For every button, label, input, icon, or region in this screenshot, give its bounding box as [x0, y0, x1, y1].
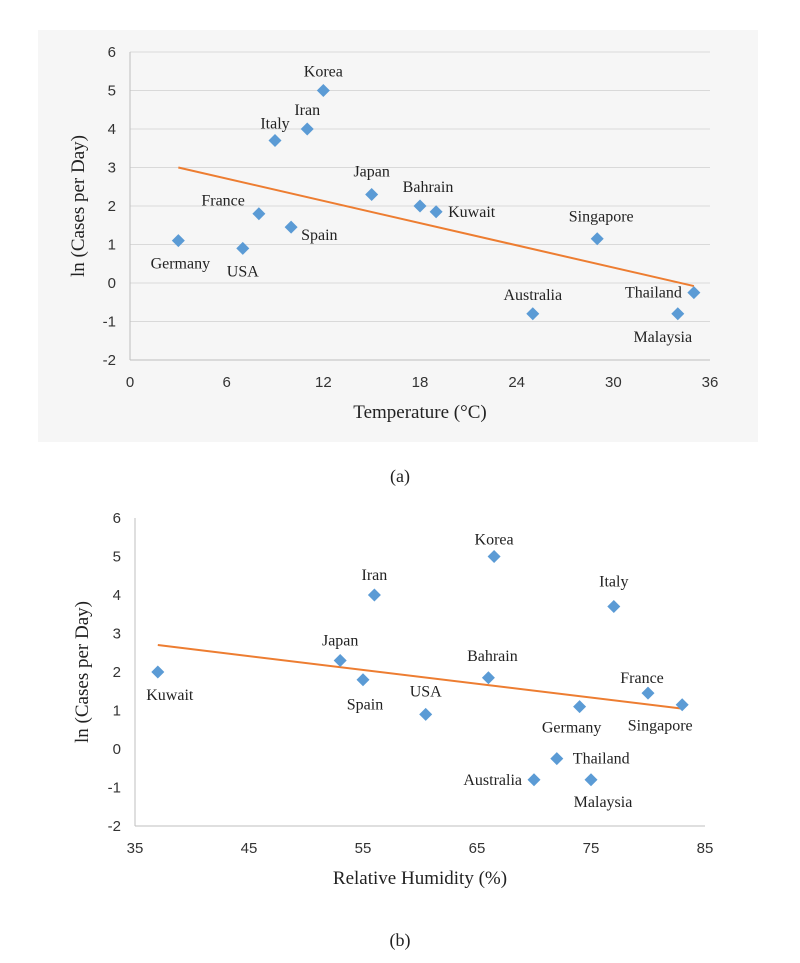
chart0-point-label: Italy	[260, 116, 289, 133]
chart1-point-label: France	[620, 670, 664, 687]
chart0-point-singapore	[590, 232, 604, 246]
chart1-point-label: Bahrain	[467, 648, 518, 665]
chart1-point-label: Italy	[599, 574, 628, 591]
chart0-point-label: France	[201, 193, 245, 210]
chart0-point-iran	[300, 122, 314, 136]
chart0-point-label: Korea	[304, 64, 343, 81]
chart0-point-japan	[365, 187, 379, 201]
chart1-trendline	[157, 644, 683, 710]
chart1-point-label: Iran	[362, 567, 388, 584]
chart1-x-tick-label: 45	[241, 840, 258, 857]
chart0-x-tick-label: 36	[702, 374, 719, 391]
chart1-point-france	[641, 686, 655, 700]
chart0-caption: (a)	[390, 466, 410, 487]
chart1-x-tick-label: 55	[355, 840, 372, 857]
chart0-point-malaysia	[671, 307, 685, 321]
chart1-y-tick-label: -1	[108, 780, 121, 797]
chart0-point-kuwait	[429, 205, 443, 219]
chart1-point-korea	[487, 550, 501, 563]
chart0-y-tick-label: 5	[108, 83, 116, 100]
chart0-y-axis-title: ln (Cases per Day)	[68, 135, 89, 277]
chart1-point-malaysia	[584, 773, 598, 787]
chart1-point-label: Thailand	[573, 751, 630, 768]
chart1-point-spain	[356, 673, 370, 687]
chart1-x-tick-label: 85	[697, 840, 714, 857]
chart0-point-australia	[526, 307, 540, 321]
chart-a-background	[38, 30, 758, 442]
chart0-point-korea	[316, 84, 330, 97]
chart0-point-label: Spain	[301, 227, 337, 244]
chart0-x-tick-label: 24	[508, 374, 525, 391]
chart1-point-label: Malaysia	[574, 794, 633, 811]
chart1-point-label: Japan	[322, 632, 358, 649]
chart1-point-label: USA	[410, 683, 442, 700]
chart0-point-germany	[171, 234, 185, 248]
chart0-trendline	[178, 166, 695, 288]
chart0-y-tick-label: 2	[108, 198, 116, 215]
chart1-point-label: Germany	[542, 720, 602, 737]
chart1-point-germany	[573, 700, 587, 714]
chart1-x-tick-label: 65	[469, 840, 486, 857]
chart1-y-axis-title: ln (Cases per Day)	[72, 601, 93, 743]
chart0-point-thailand	[687, 286, 701, 300]
chart1-point-label: Australia	[463, 772, 522, 789]
chart0-point-italy	[268, 134, 282, 148]
chart1-y-tick-label: 1	[113, 703, 121, 720]
chart1-x-axis-title: Relative Humidity (%)	[333, 868, 507, 889]
chart1-x-tick-label: 75	[583, 840, 600, 857]
chart0-point-france	[252, 207, 266, 221]
chart0-x-tick-label: 30	[605, 374, 622, 391]
chart1-y-tick-label: 5	[113, 549, 121, 566]
chart1-point-japan	[333, 653, 347, 667]
chart0-point-label: Germany	[151, 256, 211, 273]
chart0-x-tick-label: 6	[222, 374, 230, 391]
chart1-point-usa	[419, 707, 433, 721]
chart0-point-label: Kuwait	[448, 204, 496, 221]
chart0-x-tick-label: 0	[126, 374, 134, 391]
chart0-y-tick-label: 1	[108, 237, 116, 254]
chart1-y-tick-label: 4	[113, 587, 121, 604]
chart1-point-label: Singapore	[628, 718, 693, 735]
chart1-point-australia	[527, 773, 541, 787]
chart0-point-bahrain	[413, 199, 427, 213]
chart1-point-italy	[607, 600, 621, 614]
chart0-x-axis-title: Temperature (°C)	[353, 402, 486, 423]
chart1-point-label: Korea	[475, 532, 514, 549]
chart0-point-label: Singapore	[569, 209, 634, 226]
chart0-point-label: Australia	[503, 287, 562, 304]
chart1-y-tick-label: 6	[113, 510, 121, 527]
chart1-point-singapore	[675, 698, 689, 712]
chart1-point-kuwait	[151, 665, 165, 679]
chart0-x-tick-label: 12	[315, 374, 332, 391]
chart0-y-tick-label: 6	[108, 44, 116, 61]
chart0-point-label: Bahrain	[403, 179, 454, 196]
chart1-y-tick-label: 3	[113, 626, 121, 643]
chart0-y-tick-label: -1	[103, 314, 116, 331]
chart0-point-spain	[284, 220, 298, 234]
chart0-x-tick-label: 18	[412, 374, 429, 391]
chart1-y-tick-label: -2	[108, 818, 121, 835]
chart0-point-label: Japan	[353, 163, 389, 180]
chart0-point-label: Iran	[294, 102, 320, 119]
chart0-y-tick-label: 0	[108, 275, 116, 292]
chart1-x-tick-label: 35	[127, 840, 144, 857]
chart1-caption: (b)	[390, 930, 411, 951]
chart1-y-tick-label: 2	[113, 664, 121, 681]
chart0-point-usa	[236, 241, 250, 255]
chart0-y-tick-label: -2	[103, 352, 116, 369]
chart1-point-iran	[367, 588, 381, 602]
chart0-y-tick-label: 4	[108, 121, 116, 138]
chart1-point-thailand	[550, 752, 564, 766]
chart1-point-bahrain	[481, 671, 495, 685]
chart1-point-label: Spain	[347, 697, 383, 714]
chart0-point-label: Malaysia	[633, 329, 692, 346]
chart0-point-label: USA	[227, 263, 259, 280]
chart1-point-label: Kuwait	[146, 687, 194, 704]
chart1-y-tick-label: 0	[113, 741, 121, 758]
chart0-y-tick-label: 3	[108, 160, 116, 177]
chart0-point-label: Thailand	[625, 285, 682, 302]
